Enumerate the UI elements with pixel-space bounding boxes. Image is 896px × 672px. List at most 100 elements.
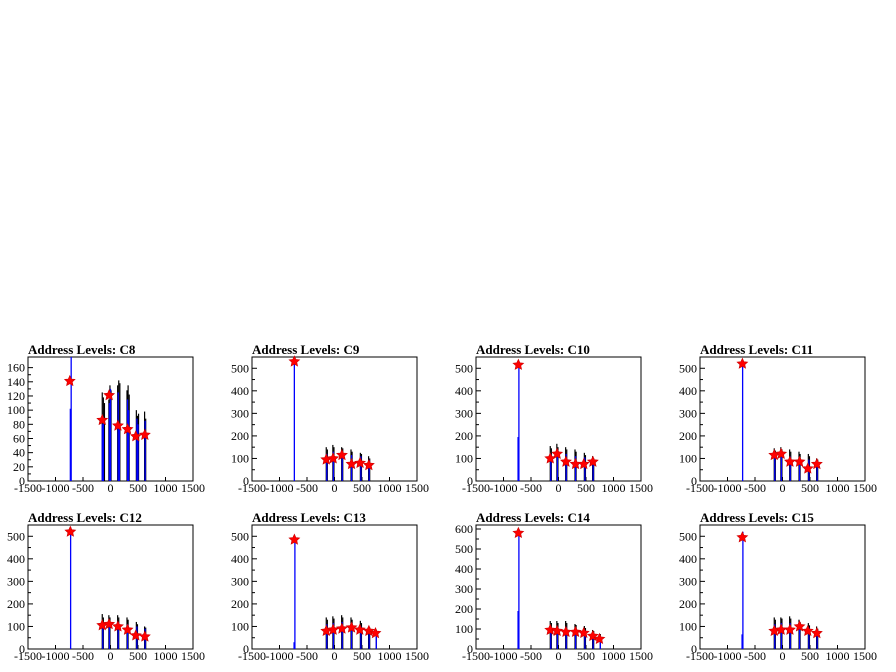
y-tick-label: 0 — [467, 474, 473, 488]
y-tick-label: 300 — [231, 406, 249, 420]
chart-title: Address Levels: C14 — [476, 510, 590, 525]
y-tick-label: 500 — [231, 529, 249, 543]
y-tick-label: 300 — [7, 574, 25, 588]
peak-marker — [353, 623, 366, 635]
peak-marker — [783, 623, 796, 635]
peak-marker — [345, 621, 358, 633]
y-tick-label: 500 — [231, 361, 249, 375]
peak-marker — [793, 455, 806, 467]
peak-marker — [551, 447, 564, 460]
x-tick-label: 500 — [801, 649, 819, 663]
peak-marker — [138, 630, 151, 642]
peak-marker — [288, 355, 301, 367]
peak-marker — [121, 623, 134, 635]
y-tick-label: 100 — [231, 451, 249, 465]
y-tick-label: 80 — [13, 417, 25, 431]
x-tick-label: 1000 — [378, 649, 402, 663]
x-tick-label: 1000 — [154, 481, 178, 495]
panel: Address Levels: C12 0 100 200 300 400 500 -1500… — [7, 510, 205, 663]
peak-marker — [775, 447, 788, 460]
y-tick-label: 500 — [7, 529, 25, 543]
peak-marker — [138, 428, 151, 441]
y-tick-label: 100 — [679, 619, 697, 633]
y-tick-label: 0 — [691, 474, 697, 488]
y-tick-label: 300 — [455, 582, 473, 596]
x-tick-label: -500 — [744, 649, 766, 663]
chart-title: Address Levels: C10 — [476, 342, 590, 357]
x-tick-label: -500 — [296, 649, 318, 663]
x-tick-label: 500 — [577, 481, 595, 495]
x-tick-label: -1500 — [238, 481, 266, 495]
peak-marker — [335, 448, 348, 461]
x-tick-label: 500 — [129, 481, 147, 495]
x-tick-label: 0 — [108, 649, 114, 663]
peak-marker — [801, 624, 814, 636]
x-tick-label: 1500 — [629, 649, 653, 663]
panel: Address Levels: C15 0 100 200 300 400 500 -1500… — [679, 510, 877, 663]
panel: Address Levels: C11 0 100 200 300 400 500 -1500… — [679, 342, 877, 495]
peak-marker — [577, 626, 590, 638]
peak-marker — [559, 455, 572, 467]
y-tick-label: 400 — [679, 384, 697, 398]
peak-marker — [345, 457, 358, 470]
y-tick-label: 0 — [243, 642, 249, 656]
peak-marker — [129, 430, 142, 442]
y-tick-label: 100 — [7, 403, 25, 417]
peak-marker — [64, 525, 77, 537]
y-tick-label: 0 — [19, 474, 25, 488]
x-tick-label: 1500 — [181, 649, 205, 663]
peak-marker — [103, 389, 116, 401]
y-tick-label: 0 — [19, 642, 25, 656]
peak-marker — [96, 413, 109, 426]
x-tick-label: 1000 — [154, 649, 178, 663]
peak-marker — [810, 457, 823, 470]
x-tick-label: -1000 — [42, 481, 70, 495]
y-tick-label: 120 — [7, 389, 25, 403]
x-tick-label: 0 — [780, 649, 786, 663]
x-tick-label: 0 — [108, 481, 114, 495]
y-tick-label: 400 — [455, 562, 473, 576]
x-tick-label: -1000 — [490, 481, 518, 495]
x-tick-label: 0 — [332, 481, 338, 495]
y-tick-label: 200 — [455, 429, 473, 443]
peak-marker — [586, 455, 599, 467]
y-tick-label: 0 — [691, 642, 697, 656]
x-tick-label: -1000 — [714, 481, 742, 495]
x-tick-label: -500 — [72, 649, 94, 663]
peak-marker — [559, 625, 572, 637]
peak-marker — [544, 623, 557, 635]
y-tick-label: 20 — [13, 460, 25, 474]
chart-title: Address Levels: C15 — [700, 510, 814, 525]
peak-marker — [354, 456, 367, 468]
x-tick-label: -1500 — [14, 481, 42, 495]
x-tick-label: 500 — [577, 649, 595, 663]
x-tick-label: -1500 — [462, 649, 490, 663]
x-tick-label: -1500 — [238, 649, 266, 663]
y-tick-label: 100 — [455, 622, 473, 636]
x-tick-label: -1000 — [42, 649, 70, 663]
y-tick-label: 400 — [231, 384, 249, 398]
y-tick-label: 400 — [231, 552, 249, 566]
peak-marker — [577, 457, 590, 470]
y-tick-label: 400 — [7, 552, 25, 566]
y-tick-label: 40 — [13, 446, 25, 460]
peak-marker — [512, 358, 525, 370]
x-tick-label: 1500 — [629, 481, 653, 495]
y-tick-label: 500 — [455, 361, 473, 375]
peak-marker — [736, 357, 749, 369]
y-tick-label: 60 — [13, 431, 25, 445]
y-tick-label: 200 — [7, 597, 25, 611]
y-tick-label: 160 — [7, 361, 25, 375]
x-tick-label: 0 — [780, 481, 786, 495]
peak-marker — [793, 620, 806, 632]
x-tick-label: 0 — [556, 649, 562, 663]
y-tick-label: 100 — [455, 451, 473, 465]
x-tick-label: 1500 — [181, 481, 205, 495]
y-tick-label: 200 — [231, 429, 249, 443]
peak-marker — [569, 625, 582, 637]
panel: Address Levels: C10 0 100 200 300 400 500 -1500… — [455, 342, 653, 495]
y-tick-label: 200 — [231, 597, 249, 611]
x-tick-label: -1500 — [14, 649, 42, 663]
x-tick-label: -1500 — [686, 481, 714, 495]
y-tick-label: 200 — [455, 602, 473, 616]
